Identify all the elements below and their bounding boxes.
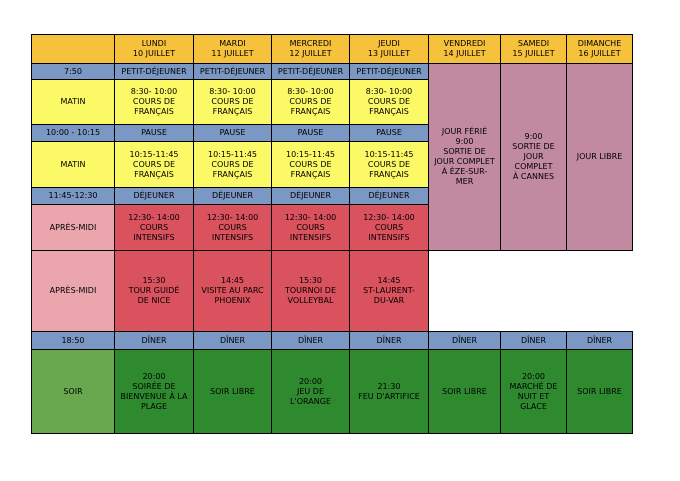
dinner-row: 18:50 Dîner Dîner Dîner Dîner Dîner Dîne…: [31, 331, 633, 350]
morning-row-2: Matin 10:15-11:45 Cours de français 10:1…: [31, 141, 633, 188]
evening-cell: Soir libre: [428, 349, 501, 434]
time-label: Après-midi: [31, 250, 115, 332]
dinner-cell: Dîner: [566, 331, 633, 350]
french-class-cell: 8:30- 10:00 Cours de français: [349, 79, 429, 125]
header-corner: [31, 34, 115, 64]
pause-row: 10:00 - 10:15 Pause Pause Pause Pause: [31, 124, 633, 142]
breakfast-row: 7:50 Petit-déjeuner Petit-déjeuner Petit…: [31, 63, 633, 251]
dinner-cell: Dîner: [114, 331, 194, 350]
dinner-cell: Dîner: [271, 331, 350, 350]
evening-row: Soir 20:00 Soirée de bienvenue à la plag…: [31, 349, 633, 434]
intensive-class-cell: 12:30- 14:00 Cours intensifs: [193, 204, 272, 251]
evening-cell: Soir libre: [193, 349, 272, 434]
french-class-cell: 10:15-11:45 Cours de français: [349, 141, 429, 188]
pause-cell: Pause: [349, 124, 429, 142]
pause-cell: Pause: [193, 124, 272, 142]
afternoon-row-2: Après-midi 15:30 Tour guidé de Nice 14:4…: [31, 250, 633, 332]
lunch-cell: Déjeuner: [349, 187, 429, 205]
activity-cell: 15:30 Tournoi de volleybal: [271, 250, 350, 332]
time-label: Matin: [31, 141, 115, 188]
time-label: Soir: [31, 349, 115, 434]
day-header-tuesday: Mardi 11 juillet: [193, 34, 272, 64]
day-header-thursday: Jeudi 13 juillet: [349, 34, 429, 64]
breakfast-cell: Petit-déjeuner: [349, 63, 429, 80]
intensive-class-cell: 12:30- 14:00 Cours intensifs: [349, 204, 429, 251]
french-class-cell: 8:30- 10:00 Cours de français: [193, 79, 272, 125]
lunch-cell: Déjeuner: [271, 187, 350, 205]
french-class-cell: 8:30- 10:00 Cours de français: [271, 79, 350, 125]
activity-cell: 14:45 St-Laurent- du-Var: [349, 250, 429, 332]
morning-row-1: Matin 8:30- 10:00 Cours de français 8:30…: [31, 79, 633, 125]
dinner-cell: Dîner: [428, 331, 501, 350]
day-header-saturday: Samedi 15 juillet: [500, 34, 567, 64]
french-class-cell: 8:30- 10:00 Cours de français: [114, 79, 194, 125]
intensive-class-cell: 12:30- 14:00 Cours intensifs: [114, 204, 194, 251]
pause-cell: Pause: [271, 124, 350, 142]
french-class-cell: 10:15-11:45 Cours de français: [271, 141, 350, 188]
breakfast-cell: Petit-déjeuner: [114, 63, 194, 80]
time-label: Après-midi: [31, 204, 115, 251]
afternoon-row-1: Après-midi 12:30- 14:00 Cours intensifs …: [31, 204, 633, 251]
sunday-special-cell: Jour libre: [566, 63, 633, 251]
intensive-class-cell: 12:30- 14:00 Cours intensifs: [271, 204, 350, 251]
saturday-special-cell: 9:00 Sortie de jour complet à Cannes: [500, 63, 567, 251]
header-row: Lundi 10 juillet Mardi 11 juillet Mercredi…: [31, 34, 633, 64]
day-header-monday: Lundi 10 juillet: [114, 34, 194, 64]
activity-cell: 14:45 Visite au parc Phoenix: [193, 250, 272, 332]
lunch-cell: Déjeuner: [193, 187, 272, 205]
friday-special-cell: Jour férié 9:00 Sortie de jour complet à…: [428, 63, 501, 251]
dinner-cell: Dîner: [500, 331, 567, 350]
lunch-cell: Déjeuner: [114, 187, 194, 205]
day-header-friday: Vendredi 14 juillet: [428, 34, 501, 64]
activity-cell: 15:30 Tour guidé de Nice: [114, 250, 194, 332]
evening-cell: 20:00 Soirée de bienvenue à la plage: [114, 349, 194, 434]
time-label: 11:45-12:30: [31, 187, 115, 205]
evening-cell: 20:00 Jeu de l'orange: [271, 349, 350, 434]
dinner-cell: Dîner: [349, 331, 429, 350]
breakfast-cell: Petit-déjeuner: [271, 63, 350, 80]
time-label: Matin: [31, 79, 115, 125]
time-label: 7:50: [31, 63, 115, 80]
time-label: 18:50: [31, 331, 115, 350]
evening-cell: Soir libre: [566, 349, 633, 434]
french-class-cell: 10:15-11:45 Cours de français: [193, 141, 272, 188]
day-header-sunday: Dimanche 16 juillet: [566, 34, 633, 64]
french-class-cell: 10:15-11:45 Cours de français: [114, 141, 194, 188]
day-header-wednesday: Mercredi 12 juillet: [271, 34, 350, 64]
time-label: 10:00 - 10:15: [31, 124, 115, 142]
weekly-schedule-table: Lundi 10 juillet Mardi 11 juillet Mercredi…: [31, 34, 633, 434]
evening-cell: 21:30 Feu d'artifice: [349, 349, 429, 434]
evening-cell: 20:00 Marché de nuit et glace: [500, 349, 567, 434]
breakfast-cell: Petit-déjeuner: [193, 63, 272, 80]
pause-cell: Pause: [114, 124, 194, 142]
dinner-cell: Dîner: [193, 331, 272, 350]
